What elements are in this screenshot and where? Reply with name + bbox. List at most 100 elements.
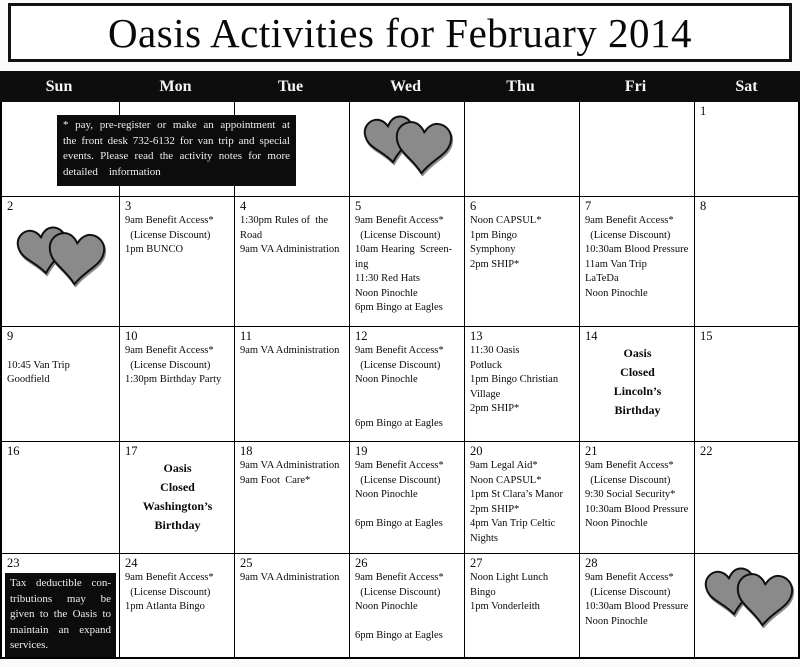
event-entry: 9am VA Administration: [240, 572, 340, 583]
day-cell-empty: [350, 102, 465, 197]
day-number: 8: [700, 199, 707, 213]
event-entry: ing: [355, 258, 369, 270]
event-entry: 1:30pm Birthday Party: [125, 374, 222, 385]
event-entry: 9am Legal Aid*: [470, 460, 538, 471]
tax-deductible-note: Tax deductible con-tributions may be give…: [5, 573, 116, 657]
day-cell-13: 13 11:30 Oasis Potluck 1pm Bingo Christian V…: [465, 327, 580, 442]
event-entry: 9am Benefit Access*: [355, 572, 444, 583]
note-line: the front desk 732-6132 for van trip and…: [63, 134, 290, 147]
event-entry: Potluck: [470, 359, 503, 371]
day-cell-22: 22: [695, 442, 800, 554]
event-entry: [5, 344, 117, 359]
event-entry: Birthday: [614, 403, 661, 417]
event-entry: Oasis: [163, 461, 192, 475]
event-entry: (License Discount): [125, 359, 211, 371]
event-entry: Noon Pinochle: [585, 287, 648, 299]
day-number: 10: [125, 329, 138, 343]
day-cell-19: 19 9am Benefit Access* (License Discount)…: [350, 442, 465, 554]
day-cell-empty: [465, 102, 580, 197]
day-cell-24: 24 9am Benefit Access* (License Discount)…: [120, 554, 235, 657]
day-number: 5: [355, 199, 362, 213]
event-entry: 10am Hearing Screen-: [355, 244, 453, 255]
day-number: 15: [700, 329, 713, 343]
event-entry: 6pm Bingo at Eagles: [355, 302, 443, 313]
day-cell-12: 12 9am Benefit Access* (License Discount)…: [350, 327, 465, 442]
day-cell-14: 14 Oasis Closed Lincoln’s Birthday: [580, 327, 695, 442]
event-entry: 9am Benefit Access*: [585, 572, 674, 583]
day-number: 26: [355, 556, 368, 570]
weekday-wed: Wed: [389, 77, 422, 95]
event-entry: Village: [470, 388, 501, 400]
event-entry: 2pm SHIP*: [470, 403, 520, 414]
day-cell-2: 2: [2, 197, 120, 327]
event-entry: Nights: [470, 532, 499, 544]
event-entry: 9am Benefit Access*: [355, 460, 444, 471]
event-entry: Washington’s: [142, 499, 213, 513]
event-entry: 1pm Vonderleith: [470, 601, 540, 612]
event-entry: 2pm SHIP*: [470, 258, 520, 270]
event-entry: 9am VA Administration: [240, 460, 340, 471]
event-entry: 11:30 Red Hats: [355, 273, 420, 284]
calendar-grid: 1 2 3 9am Benefit Access* (License Discount…: [0, 102, 800, 659]
note-line: tributions may be: [10, 592, 111, 605]
weekday-tue: Tue: [277, 77, 304, 95]
event-entry: 9:30 Social Security*: [585, 489, 676, 500]
day-number: 24: [125, 556, 138, 570]
day-cell-3: 3 9am Benefit Access* (License Discount) 1…: [120, 197, 235, 327]
note-line: detailed information: [63, 165, 161, 178]
weekday-thu: Thu: [506, 77, 535, 95]
weekday-fri: Fri: [624, 77, 647, 95]
registration-note: * pay, pre-register or make an appointme…: [57, 115, 296, 186]
event-entry: 10:45 Van Trip: [7, 359, 70, 371]
note-line: events. Please read the activity notes f…: [63, 150, 290, 162]
event-entry: 11:30 Oasis: [470, 345, 520, 356]
day-number: 20: [470, 444, 483, 458]
event-entry: (License Discount): [585, 474, 671, 486]
event-entry: (License Discount): [585, 586, 671, 598]
event-entry: (License Discount): [355, 359, 441, 371]
day-cell-15: 15: [695, 327, 800, 442]
event-entry: 11am Van Trip: [585, 258, 647, 270]
day-number: 27: [470, 556, 483, 570]
event-entry: Noon Pinochle: [355, 489, 418, 500]
event-entry: Noon Light Lunch: [470, 572, 549, 583]
event-entry: Noon Pinochle: [355, 287, 418, 299]
event-entry: LaTeDa: [585, 273, 619, 284]
hearts-icon: [362, 110, 454, 180]
day-cell-26: 26 9am Benefit Access* (License Discount)…: [350, 554, 465, 657]
event-entry: 1pm Bingo: [470, 229, 517, 241]
day-number: 21: [585, 444, 598, 458]
day-number: 7: [585, 199, 592, 213]
event-entry: 9am Benefit Access*: [125, 215, 214, 226]
calendar-grid-wrapper: 1 2 3 9am Benefit Access* (License Discount…: [0, 102, 800, 659]
note-line: Tax deductible con-: [10, 577, 111, 589]
day-number: 14: [585, 329, 598, 343]
day-number: 25: [240, 556, 253, 570]
event-entry: 9am Benefit Access*: [125, 345, 214, 356]
day-number: 2: [7, 199, 14, 213]
weekday-sat: Sat: [735, 77, 758, 95]
day-number: 11: [240, 329, 253, 343]
day-cell-8: 8: [695, 197, 800, 327]
day-cell-11: 11 9am VA Administration: [235, 327, 350, 442]
event-entry: (License Discount): [355, 229, 441, 241]
day-cell-9: 9 10:45 Van Trip Goodfield: [2, 327, 120, 442]
day-cell-6: 6 Noon CAPSUL* 1pm Bingo Symphony 2pm SHIP*: [465, 197, 580, 327]
event-entry: 2pm SHIP*: [470, 503, 520, 515]
day-number: 12: [355, 329, 368, 343]
day-cell-16: 16: [2, 442, 120, 554]
event-entry: Lincoln’s: [613, 384, 662, 398]
event-entry: 9am Benefit Access*: [125, 572, 214, 583]
event-entry: 10:30am Blood Pressure: [585, 244, 689, 255]
day-cell-25: 25 9am VA Administration: [235, 554, 350, 657]
day-cell-21: 21 9am Benefit Access* (License Discount)…: [580, 442, 695, 554]
day-cell-empty: [235, 102, 350, 197]
event-entry: (License Discount): [355, 474, 441, 486]
event-entry: Noon CAPSUL*: [470, 215, 542, 226]
event-entry: Closed: [620, 365, 655, 379]
event-entry: Noon Pinochle: [355, 601, 418, 612]
day-cell-23: 23 Tax deductible con-tributions may be gi…: [2, 554, 120, 657]
event-entry: (License Discount): [125, 229, 211, 241]
day-number: 13: [470, 329, 483, 343]
